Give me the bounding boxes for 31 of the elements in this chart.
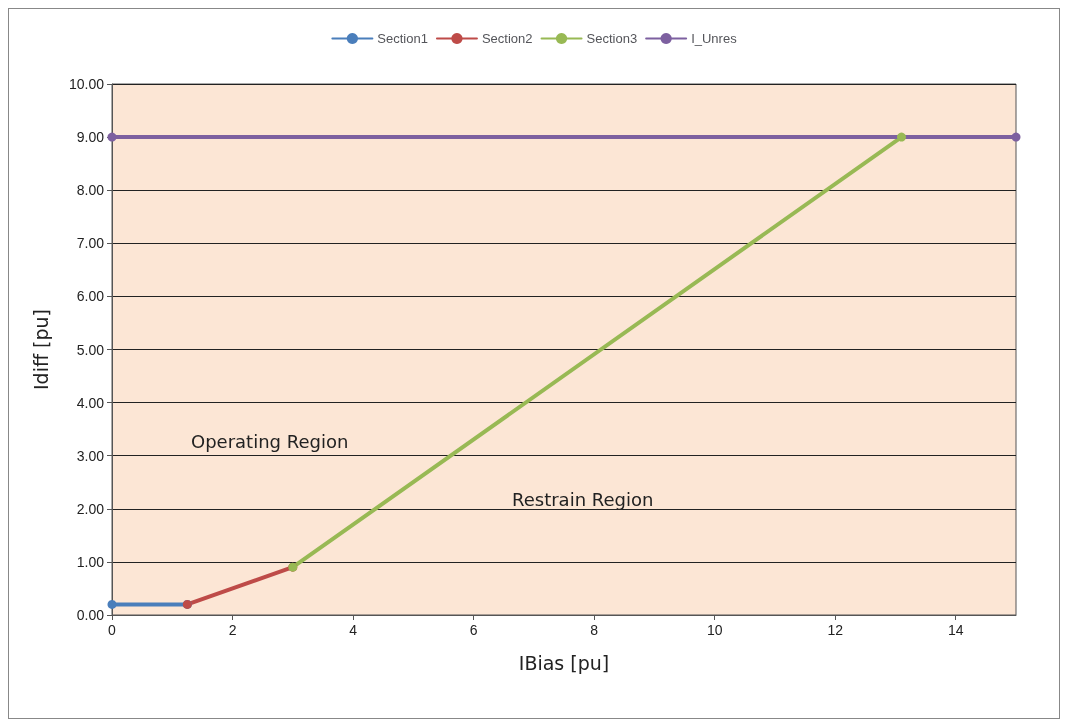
point xyxy=(107,599,117,609)
annotation: Restrain Region xyxy=(512,488,654,510)
point xyxy=(107,132,117,142)
x-tick-label: 8 xyxy=(590,622,599,638)
x-tick-label: 14 xyxy=(947,622,964,638)
x-tick-label: 0 xyxy=(108,622,117,638)
point xyxy=(1011,132,1021,142)
y-tick-label: 10.00 xyxy=(68,76,105,92)
y-tick-label: 4.00 xyxy=(76,394,105,411)
legend-label: Section2 xyxy=(481,31,533,46)
y-tick-label: 7.00 xyxy=(76,235,105,252)
legend-label: Section1 xyxy=(377,31,428,46)
x-tick-label: 4 xyxy=(349,622,358,638)
y-axis-title: Idiff [pu] xyxy=(29,308,52,391)
x-tick-label: 2 xyxy=(228,622,237,638)
y-tick-label: 1.00 xyxy=(76,553,105,570)
y-tick-label: 3.00 xyxy=(76,447,105,464)
x-tick-label: 6 xyxy=(469,622,478,638)
y-tick-label: 8.00 xyxy=(76,182,105,199)
y-tick-label: 5.00 xyxy=(76,341,105,358)
x-tick-label: 10 xyxy=(706,622,723,638)
y-tick-label: 0.00 xyxy=(76,607,105,623)
y-tick-label: 2.00 xyxy=(76,500,105,517)
legend-label: I_Unres xyxy=(691,31,738,46)
legend-label: Section3 xyxy=(586,31,638,46)
annotation: Operating Region xyxy=(191,430,349,452)
x-tick-label: 12 xyxy=(827,622,844,638)
x-axis-title: IBias [pu] xyxy=(518,651,610,674)
y-tick-label: 6.00 xyxy=(76,288,105,305)
point xyxy=(897,132,906,142)
y-tick-label: 9.00 xyxy=(76,129,105,146)
